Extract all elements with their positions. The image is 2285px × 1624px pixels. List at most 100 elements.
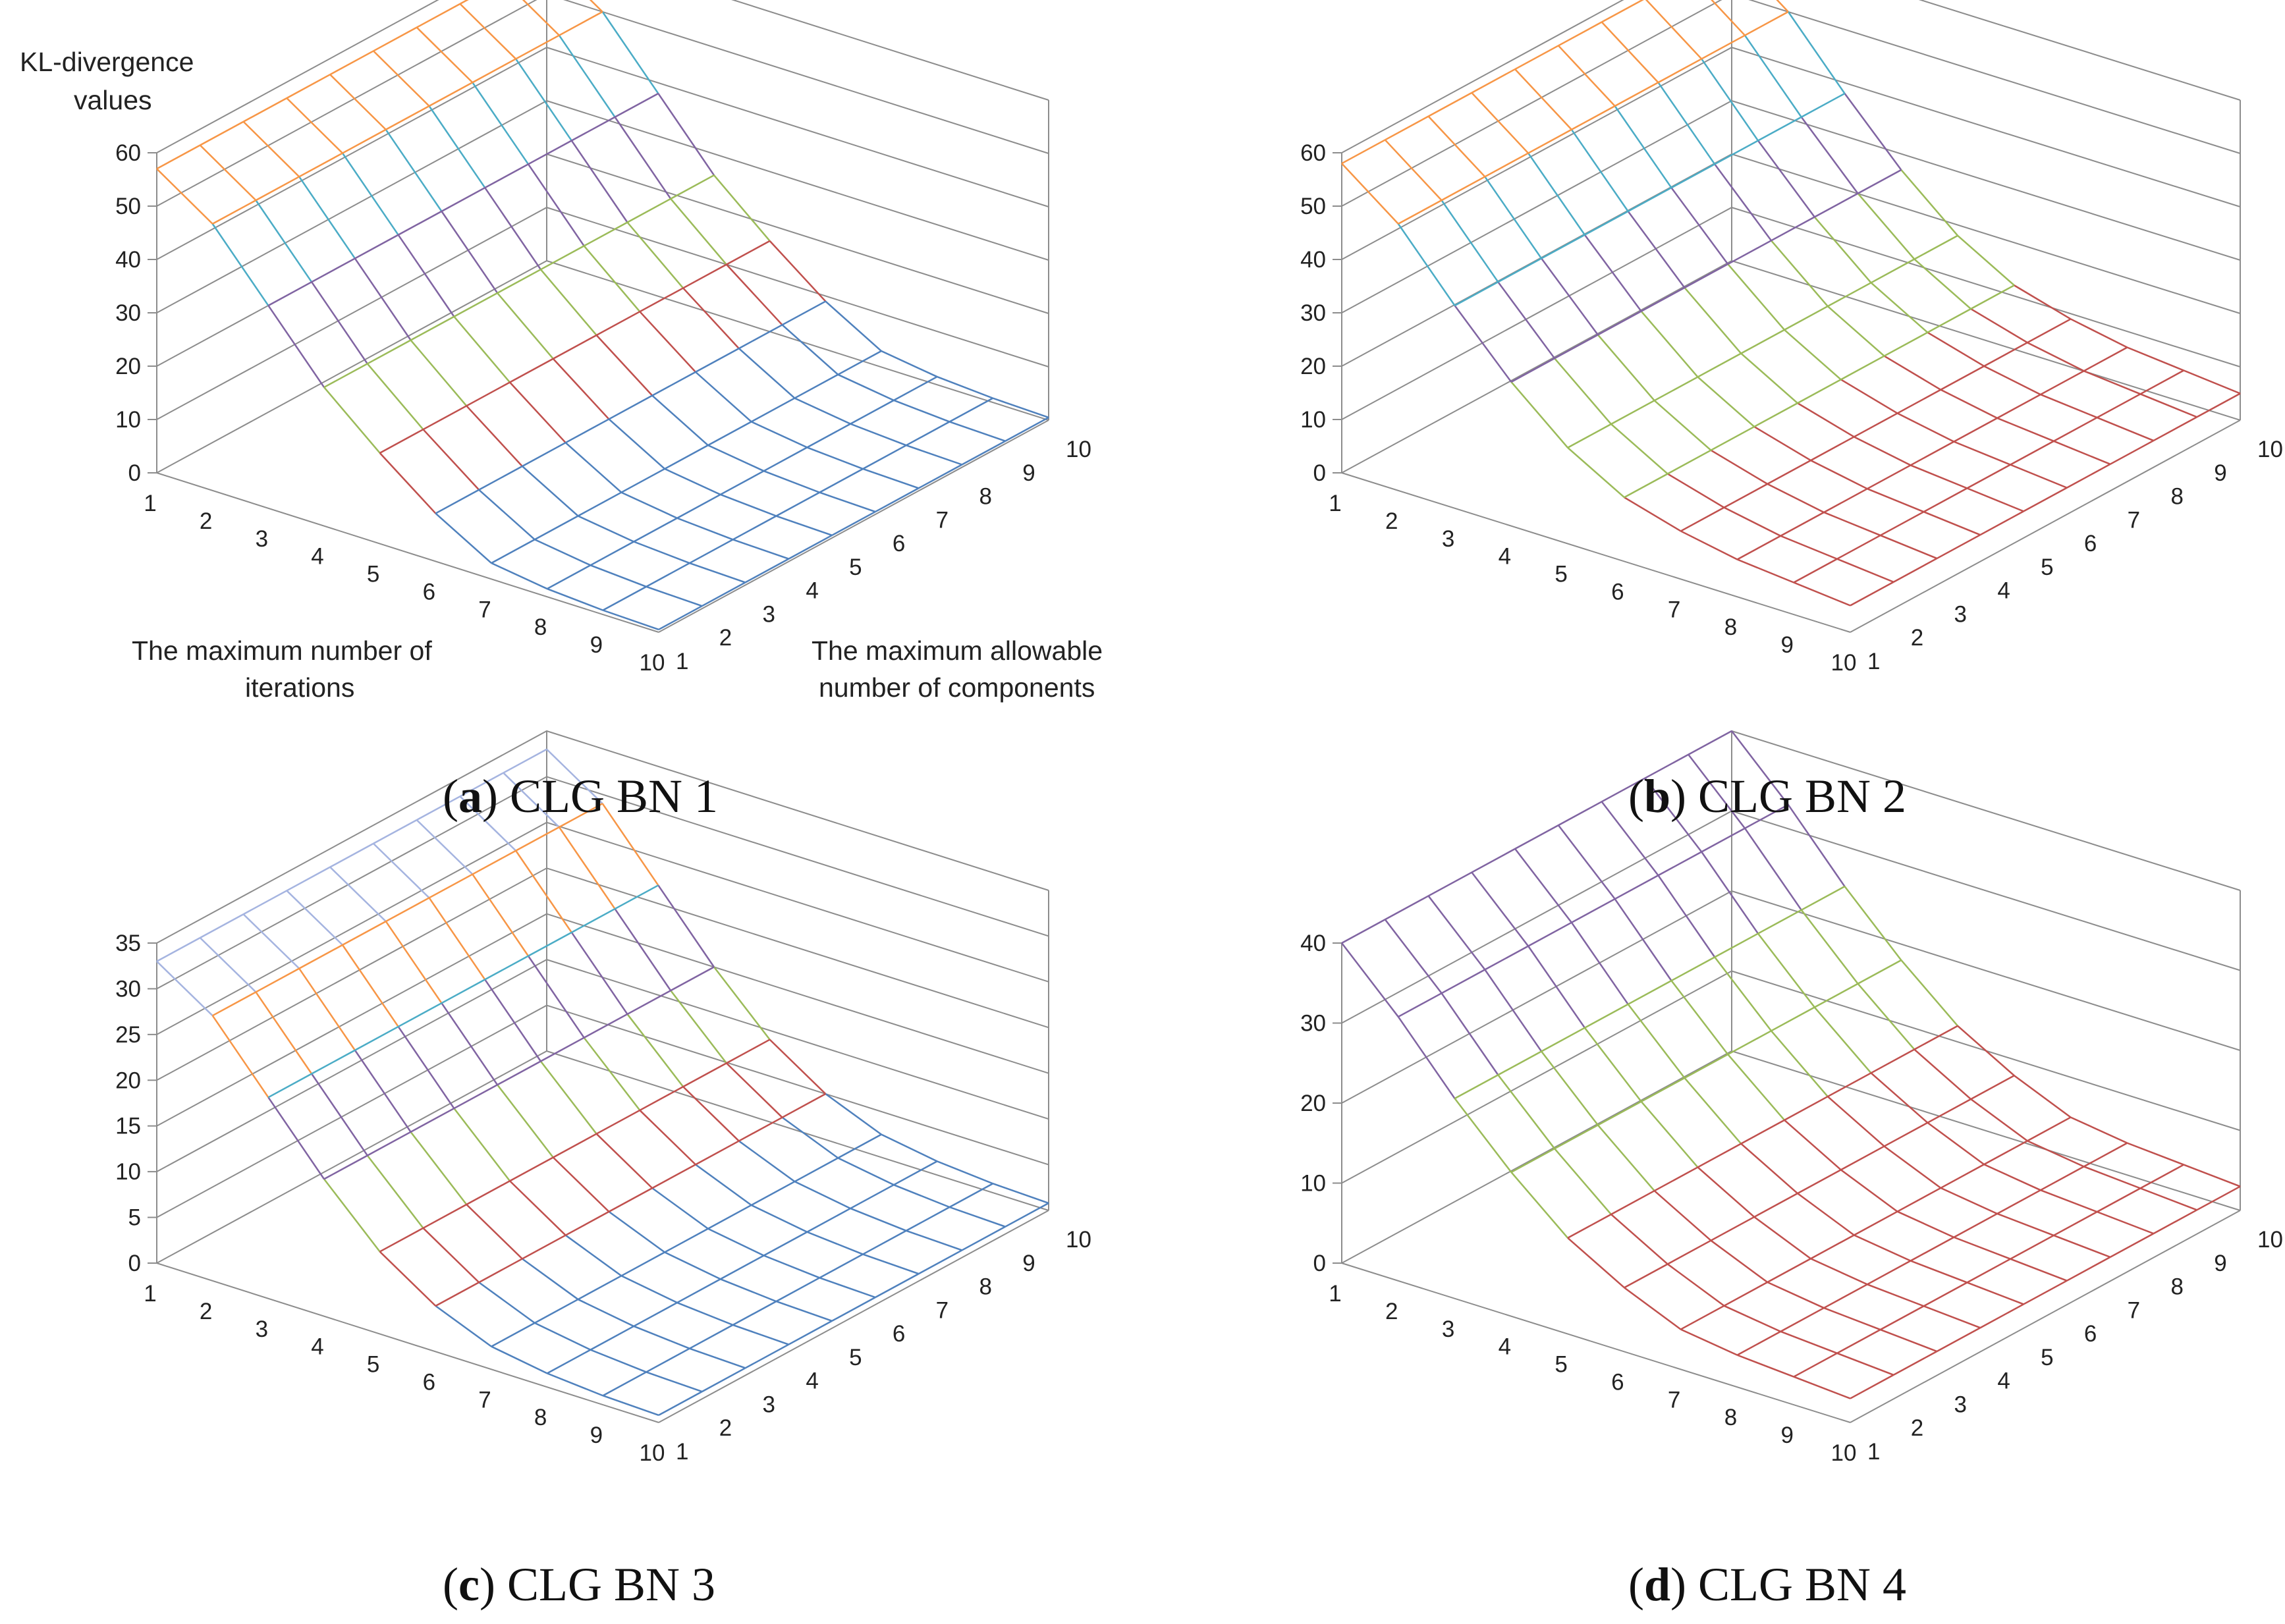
surface-segment: [1558, 21, 1603, 47]
z-gridline-c-0: [156, 1050, 1049, 1264]
surface-segment: [571, 116, 616, 142]
z-tick-label: 10: [1300, 1171, 1326, 1197]
panel-b-chart: 0 10 20 30 40 50 60 1 2 3 4 5 6 7 8 9 10 1 2 3 4 5 6 7 8 9 10: [1300, 0, 2283, 676]
surface-segment: [837, 1157, 895, 1186]
caption-c-letter: c: [458, 1558, 480, 1611]
z-gridline-d-4: [1341, 730, 2241, 944]
surface-segment: [1471, 92, 1529, 154]
surface-segment: [689, 539, 734, 564]
surface-segment: [1653, 1190, 1712, 1241]
surface-segment: [1484, 152, 1529, 178]
surface-segment: [1913, 258, 1971, 310]
z-tick-label: 25: [115, 1022, 141, 1048]
surface-segment: [497, 292, 554, 360]
surface-segment: [633, 1301, 678, 1327]
caption-c-text: CLG BN 3: [507, 1558, 715, 1611]
x-tick-label: 1: [144, 1281, 156, 1307]
surface-segment: [583, 1037, 641, 1111]
surface-segment: [366, 1154, 424, 1229]
surface-segment: [1883, 1145, 1942, 1189]
surface-segment: [1827, 1096, 1885, 1147]
surface-segment: [1867, 488, 1925, 513]
x-tick-label: 2: [200, 508, 212, 534]
surface-segment: [875, 1273, 920, 1299]
surface-segment: [695, 348, 740, 373]
x-tick-label: 2: [1385, 508, 1398, 534]
surface-segment: [2097, 416, 2154, 442]
z-gridline-c-3: [156, 913, 1049, 1127]
surface-segment: [1880, 511, 1925, 537]
surface-segment: [329, 842, 374, 868]
surface-segment: [1940, 1164, 1985, 1189]
surface-segment: [658, 605, 703, 631]
surface-segment: [1684, 1053, 1728, 1079]
surface-segment: [1541, 234, 1585, 259]
surface-segment: [1723, 506, 1781, 537]
surface-segment: [639, 1086, 684, 1112]
surface-segment: [311, 281, 368, 364]
surface-segment: [1680, 1305, 1725, 1330]
surface-segment: [1767, 1258, 1811, 1284]
surface-segment: [1797, 379, 1842, 404]
surface-segment: [738, 324, 783, 350]
surface-segment: [373, 842, 430, 899]
surface-segment: [961, 1226, 1006, 1251]
surface-segment: [1624, 473, 1668, 499]
surface-segment: [1810, 459, 1868, 490]
surface-segment: [1996, 1212, 2054, 1237]
surface-segment: [242, 890, 287, 915]
surface-segment: [1966, 464, 2011, 489]
x-tick-label: 8: [534, 614, 547, 640]
surface-segment: [819, 468, 864, 493]
x-tick-label: 2: [200, 1299, 212, 1324]
surface-segment: [1541, 1050, 1599, 1126]
surface-segment: [819, 1253, 864, 1279]
surface-segment: [1640, 1100, 1699, 1168]
surface-segment: [1644, 753, 1689, 779]
surface-segment: [2083, 346, 2128, 372]
surface-segment: [553, 334, 597, 360]
surface-segment: [1624, 1287, 1682, 1330]
surface-segment: [1441, 176, 1485, 202]
surface-segment: [156, 936, 201, 962]
surface-segment: [1793, 1352, 1838, 1378]
surface-segment: [2126, 346, 2184, 371]
surface-segment: [410, 1131, 468, 1205]
floor-edge-0: [1341, 1262, 1851, 1423]
surface-segment: [2040, 370, 2085, 396]
surface-segment: [1628, 186, 1672, 212]
x-tick-label: 9: [1780, 1422, 1793, 1448]
surface-segment: [515, 58, 572, 142]
surface-segment: [242, 121, 300, 178]
caption-b-text: CLG BN 2: [1698, 770, 1907, 823]
surface-segment: [664, 1228, 709, 1253]
surface-segment: [763, 447, 808, 472]
surface-segment: [707, 1204, 752, 1230]
surface-segment: [1844, 93, 1902, 171]
surface-segment: [2053, 440, 2111, 465]
surface-segment: [2027, 342, 2085, 372]
surface-segment: [1936, 1327, 1981, 1353]
x-tick-label: 4: [1499, 1334, 1511, 1360]
surface-segment: [1757, 140, 1815, 218]
surface-segment: [1627, 1004, 1686, 1079]
surface-segment: [2040, 1189, 2098, 1213]
surface-segment: [435, 512, 492, 564]
surface-segment: [323, 363, 368, 389]
y-tick-label: 1: [1867, 649, 1880, 674]
surface-segment: [2139, 1187, 2197, 1211]
surface-segment: [1867, 1284, 1925, 1307]
surface-segment: [472, 873, 530, 957]
surface-segment: [2153, 1209, 2197, 1235]
surface-segment: [776, 515, 833, 537]
surface-segment: [651, 394, 709, 447]
y-tick-label: 4: [806, 1368, 818, 1394]
surface-segment: [286, 890, 343, 946]
surface-segment: [707, 1228, 765, 1257]
surface-segment: [509, 381, 566, 444]
surface-segment: [255, 200, 313, 283]
y-tick-label: 1: [676, 649, 688, 674]
surface-segment: [1927, 331, 1985, 367]
surface-segment: [1736, 558, 1794, 583]
surface-segment: [373, 50, 430, 107]
